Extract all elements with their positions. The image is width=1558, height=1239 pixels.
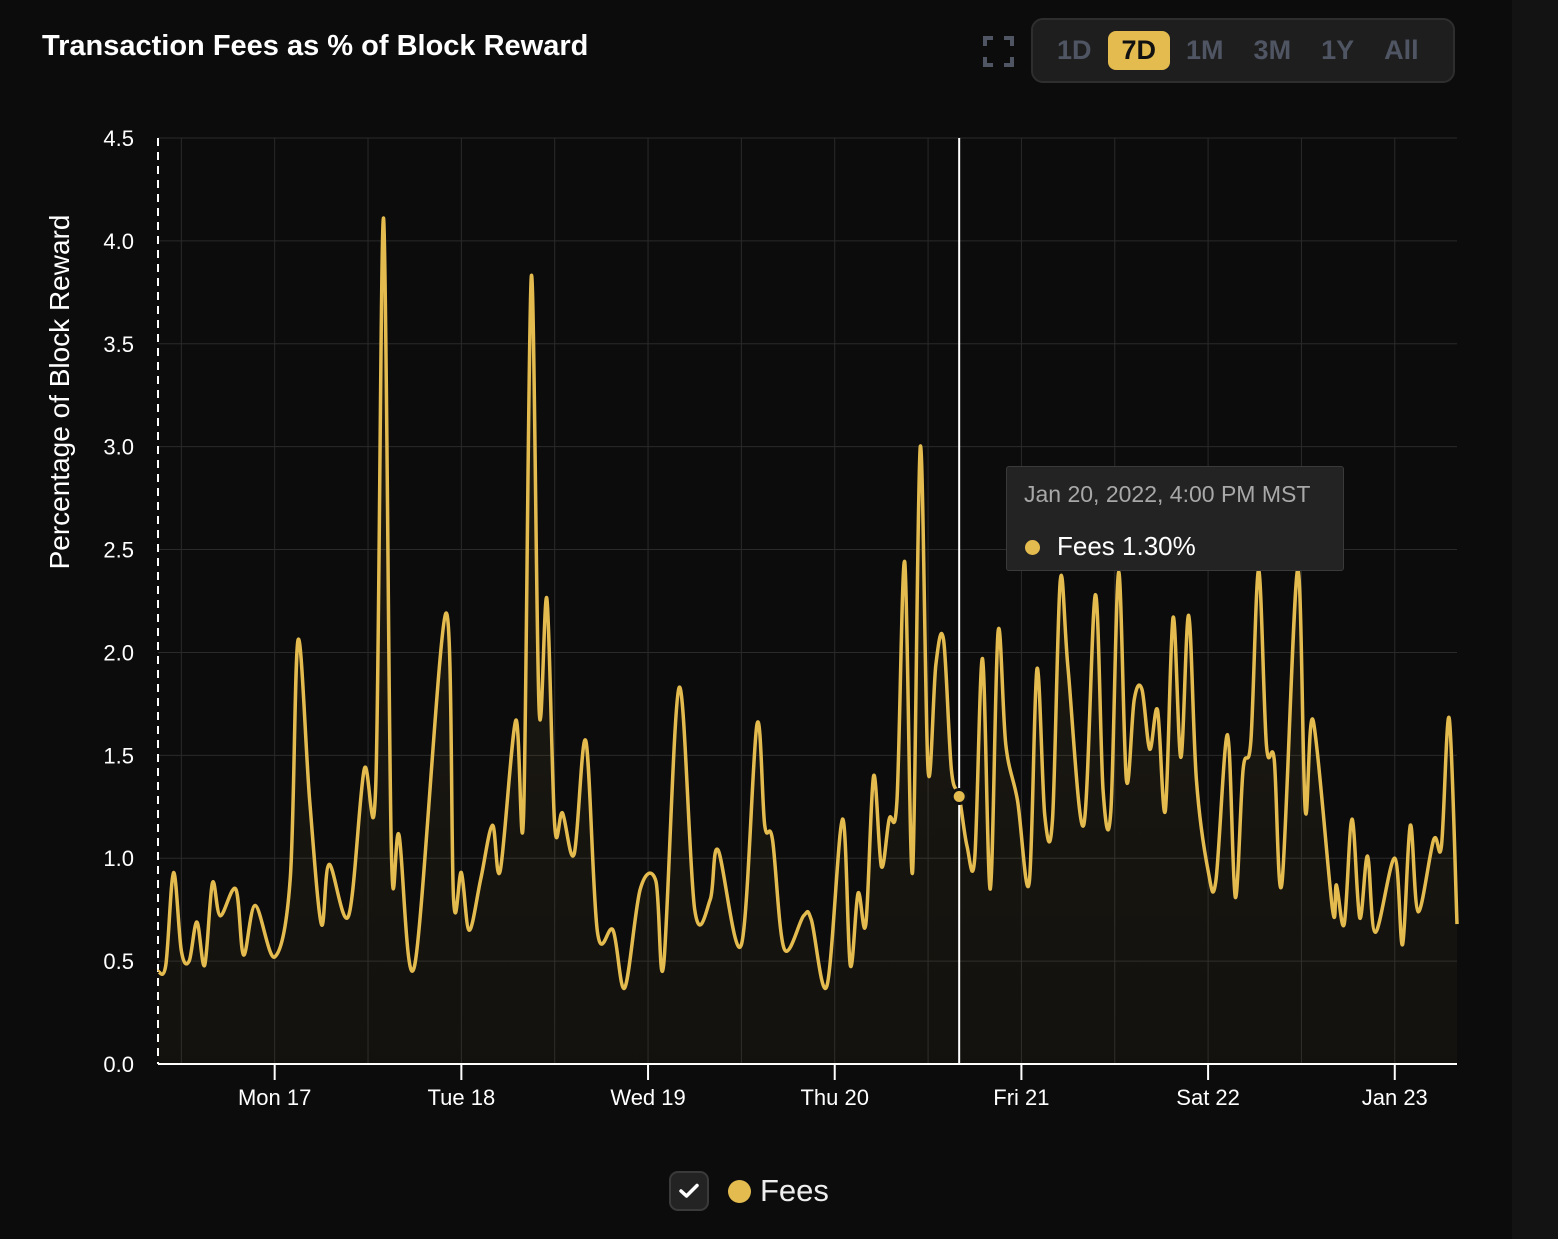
range-button-3m[interactable]: 3M [1253,35,1292,65]
right-edge-panel [1512,0,1558,1239]
y-tick-label: 3.5 [103,332,134,357]
expand-icon[interactable] [983,36,1014,67]
legend-series-dot [728,1179,751,1203]
range-button-all[interactable]: All [1384,35,1419,65]
tooltip-series-dot [1025,540,1040,555]
tooltip: Jan 20, 2022, 4:00 PM MST Fees 1.30% [1006,466,1344,571]
legend-label[interactable]: Fees [760,1173,829,1208]
tooltip-date: Jan 20, 2022, 4:00 PM MST [1024,481,1311,507]
y-tick-label: 1.0 [103,846,134,871]
y-tick-label: 3.0 [103,435,134,460]
range-button-7d[interactable]: 7D [1107,31,1171,70]
chart-title: Transaction Fees as % of Block Reward [42,30,589,62]
y-axis-label: Percentage of Block Reward [44,215,75,570]
x-tick-label: Jan 23 [1362,1085,1428,1110]
tooltip-value: Fees 1.30% [1057,531,1196,561]
legend-checkbox[interactable] [669,1171,709,1211]
x-tick-label: Wed 19 [610,1085,685,1110]
x-tick-label: Mon 17 [238,1085,311,1110]
fees-line [156,216,1459,991]
y-tick-label: 2.5 [103,538,134,563]
x-tick-label: Fri 21 [993,1085,1049,1110]
y-tick-label: 4.0 [103,229,134,254]
y-tick-label: 1.5 [103,743,134,768]
y-tick-label: 2.0 [103,640,134,665]
legend: Fees [669,1171,829,1211]
y-tick-label: 4.5 [103,126,134,151]
y-tick-label: 0.0 [103,1052,134,1077]
hover-point [950,787,968,805]
fees-area [158,218,1457,1064]
range-button-1m[interactable]: 1M [1186,35,1224,65]
y-tick-label: 0.5 [103,949,134,974]
x-tick-label: Tue 18 [428,1085,496,1110]
time-range-selector: 1D 7D 1M 3M 1Y All [1031,18,1455,83]
x-tick-label: Thu 20 [800,1085,869,1110]
checkmark-icon [679,1183,699,1198]
x-tick-label: Sat 22 [1176,1085,1240,1110]
range-button-1d[interactable]: 1D [1057,35,1092,65]
range-button-1y[interactable]: 1Y [1321,35,1355,65]
